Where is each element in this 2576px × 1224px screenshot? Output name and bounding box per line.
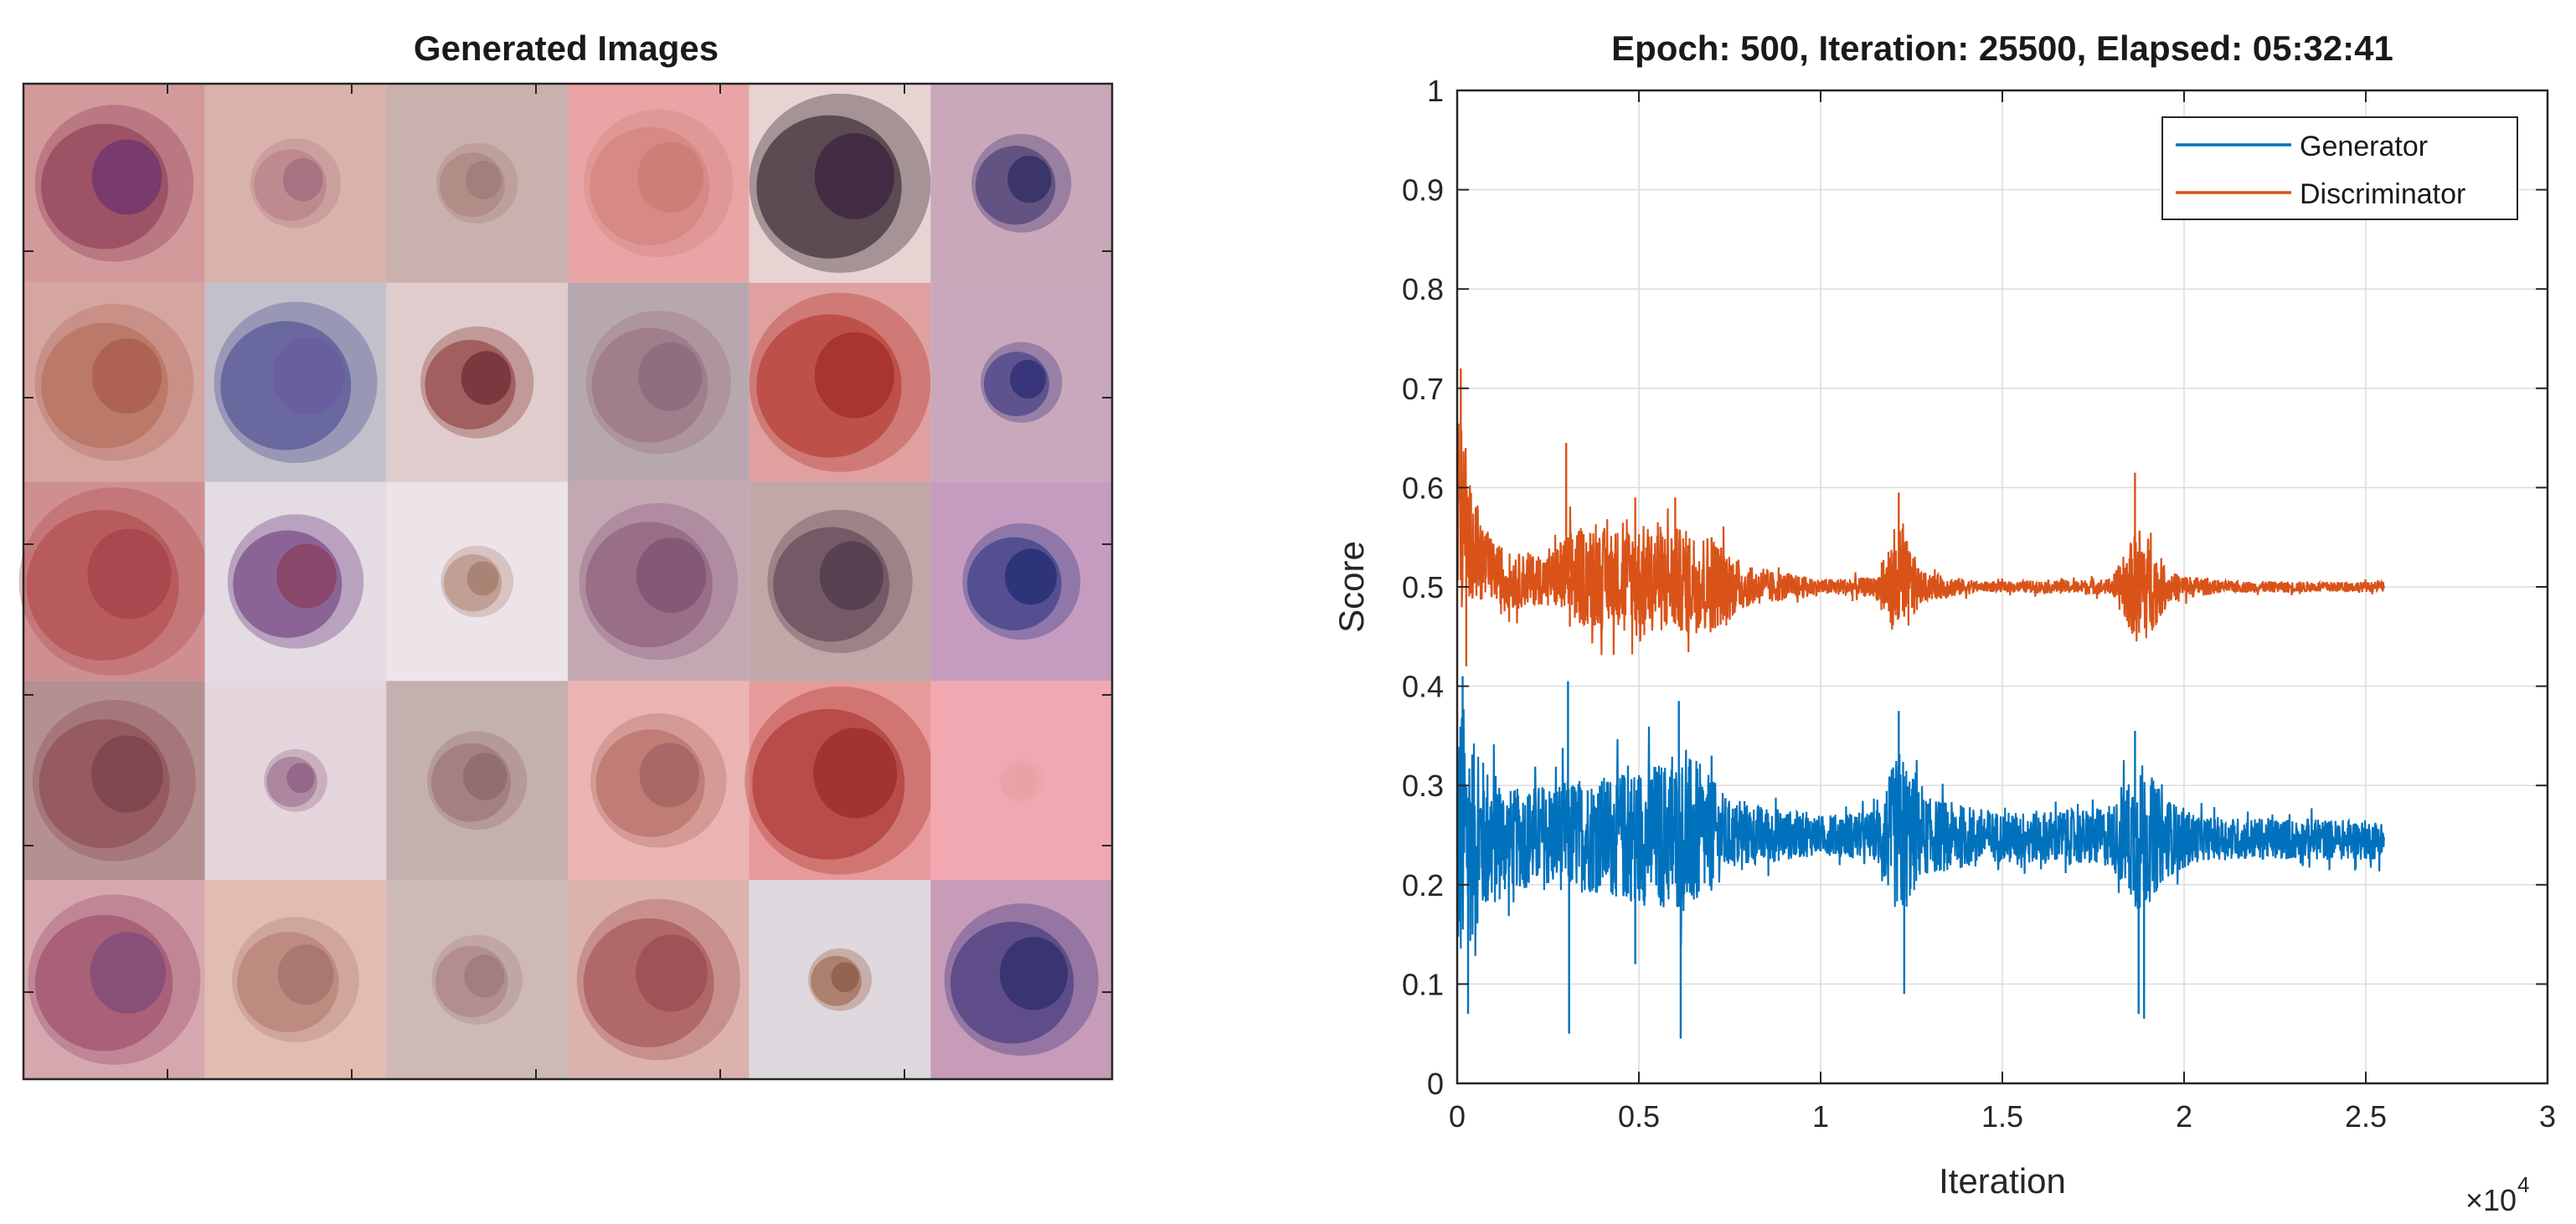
- generated-image-tile: [930, 282, 1112, 482]
- generated-image-tile: [568, 84, 750, 283]
- x-tick-label: 0: [1449, 1099, 1466, 1134]
- legend-box: [2161, 116, 2518, 220]
- generated-image-tile: [23, 84, 205, 283]
- y-axis-label: Score: [1332, 541, 1371, 633]
- generated-image-tile: [23, 880, 205, 1079]
- y-tick-label: 1: [1427, 74, 1444, 108]
- y-tick-label: 0.4: [1402, 670, 1444, 704]
- generated-image-tile: [749, 481, 931, 681]
- series-line-discriminator: [1457, 423, 2385, 656]
- series-discriminator: [1457, 368, 2385, 666]
- axes: [1455, 89, 2549, 1085]
- generated-image-tile: [568, 282, 750, 482]
- generated-image-tile: [204, 481, 387, 681]
- generated-image-tile: [749, 282, 931, 482]
- generated-image-tile: [386, 481, 568, 681]
- generated-image-tile: [930, 681, 1112, 881]
- tick-labels: 0 0.5 1 1.5 2 2.5 3 0 0.1 0.2 0.3 0.4 0.5 0.6 0.7 0.8 0.…: [1402, 74, 2556, 1134]
- legend-discriminator-label: Discriminator: [2300, 178, 2465, 210]
- generated-image-tile: [749, 880, 931, 1079]
- generated-image-tile: [744, 681, 935, 881]
- chart-title: Epoch: 500, Iteration: 25500, Elapsed: 0…: [1611, 28, 2393, 68]
- montage-title: Generated Images: [414, 28, 719, 68]
- x-tick-label: 0.5: [1618, 1099, 1660, 1134]
- image-montage: [18, 84, 1112, 1079]
- legend: Generator Discriminator: [2161, 116, 2518, 220]
- y-tick-label: 0.6: [1402, 471, 1444, 505]
- x-exponent: ×10 4: [2465, 1172, 2529, 1217]
- y-tick-label: 0.8: [1402, 272, 1444, 306]
- generated-image-tile: [204, 681, 387, 881]
- generated-image-tile: [568, 481, 750, 681]
- x-tick-label: 1.5: [1981, 1099, 2023, 1134]
- generated-image-tile: [749, 84, 931, 283]
- x-tick-label: 1: [1812, 1099, 1829, 1134]
- generated-image-tile: [204, 880, 387, 1079]
- x-axis-label: Iteration: [1939, 1161, 2066, 1201]
- generated-image-tile: [204, 84, 387, 283]
- series-generator: [1457, 676, 2385, 1039]
- x-tick-label: 3: [2539, 1099, 2556, 1134]
- generated-image-tile: [23, 681, 205, 881]
- y-tick-label: 0.9: [1402, 173, 1444, 208]
- x-exponent-power: 4: [2517, 1172, 2529, 1197]
- generated-image-tile: [386, 681, 568, 881]
- x-tick-label: 2: [2176, 1099, 2192, 1134]
- x-tick-label: 2.5: [2345, 1099, 2387, 1134]
- generated-image-tile: [386, 282, 568, 482]
- y-tick-label: 0.2: [1402, 868, 1444, 903]
- x-exponent-base: ×10: [2465, 1183, 2517, 1217]
- legend-generator-label: Generator: [2300, 131, 2428, 162]
- generated-image-tile: [930, 481, 1112, 681]
- generated-images-panel: Generated Images: [18, 28, 1114, 1081]
- y-tick-label: 0.3: [1402, 769, 1444, 803]
- series-line-generator: [1457, 708, 2385, 956]
- generated-image-tile: [568, 681, 750, 881]
- series-layer: [1457, 368, 2385, 1039]
- y-tick-label: 0.5: [1402, 570, 1444, 604]
- generated-image-tile: [568, 880, 750, 1079]
- y-tick-label: 0: [1427, 1067, 1444, 1101]
- generated-image-tile: [930, 84, 1112, 283]
- y-tick-label: 0.1: [1402, 967, 1444, 1001]
- montage-frame: [22, 82, 1114, 1081]
- generated-image-tile: [386, 84, 568, 283]
- montage-ticks: [23, 84, 1112, 1079]
- generated-image-tile: [386, 880, 568, 1079]
- training-progress-chart: Epoch: 500, Iteration: 25500, Elapsed: 0…: [1332, 28, 2556, 1217]
- generated-image-tile: [18, 481, 210, 681]
- generated-image-tile: [930, 880, 1112, 1079]
- generated-image-tile: [23, 282, 205, 482]
- y-tick-label: 0.7: [1402, 372, 1444, 406]
- generated-image-tile: [204, 282, 387, 482]
